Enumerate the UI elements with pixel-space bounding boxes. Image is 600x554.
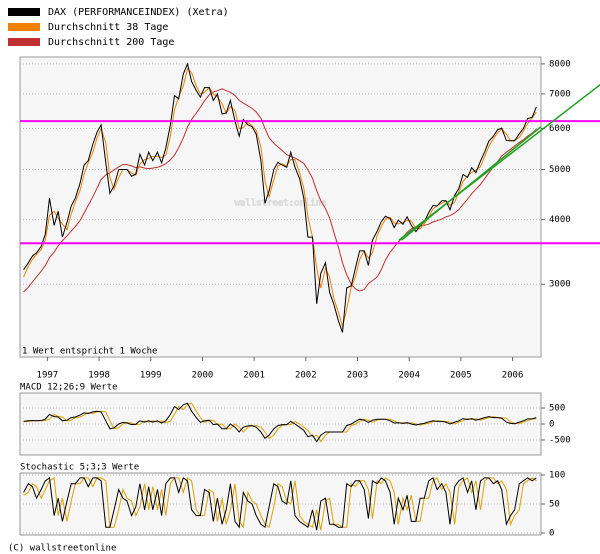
x-tick-label: 2002 bbox=[295, 371, 317, 381]
series-line bbox=[23, 477, 537, 531]
series-group bbox=[23, 62, 537, 333]
x-tick-label: 1999 bbox=[140, 371, 162, 381]
legend-swatch bbox=[8, 23, 40, 31]
trend-line bbox=[400, 126, 542, 241]
plot-area bbox=[19, 56, 542, 358]
legend-swatch bbox=[8, 8, 40, 16]
series-line bbox=[23, 402, 537, 443]
watermark: wallstreet:online bbox=[234, 199, 326, 209]
x-tick-label: 2004 bbox=[398, 371, 420, 381]
series-line bbox=[23, 477, 537, 531]
legend-swatch bbox=[8, 38, 40, 46]
legend-label: Durchschnitt 200 Tage bbox=[48, 37, 174, 48]
y-tick-label: 500 bbox=[549, 404, 565, 414]
y-tick-label: 0 bbox=[549, 529, 554, 539]
y-tick-label: 0 bbox=[549, 420, 554, 430]
series-group bbox=[23, 402, 537, 443]
y-tick-label: 3000 bbox=[549, 280, 571, 290]
footer: (C) wallstreetonline bbox=[8, 544, 116, 554]
series-line bbox=[23, 62, 537, 333]
x-tick-label: 2001 bbox=[243, 371, 265, 381]
panel-title: MACD 12;26;9 Werte bbox=[20, 383, 118, 393]
y-tick-label: 4000 bbox=[549, 215, 571, 225]
y-tick-label: 6000 bbox=[549, 124, 571, 134]
legend-label: Durchschnitt 38 Tage bbox=[48, 22, 168, 33]
series-line bbox=[23, 402, 537, 443]
x-tick-label: 2000 bbox=[192, 371, 214, 381]
x-tick-label: 2005 bbox=[450, 371, 472, 381]
annotation: 1 Wert entspricht 1 Woche bbox=[22, 347, 157, 357]
plot-area bbox=[19, 472, 542, 536]
x-tick-label: 1997 bbox=[37, 371, 59, 381]
x-tick-label: 1998 bbox=[88, 371, 110, 381]
y-tick-label: 50 bbox=[549, 500, 560, 510]
x-tick-label: 2006 bbox=[502, 371, 524, 381]
legend-label: DAX (PERFORMANCEINDEX) (Xetra) bbox=[48, 7, 229, 18]
series-line bbox=[23, 67, 537, 329]
y-tick-label: 100 bbox=[549, 470, 565, 480]
y-tick-label: 5000 bbox=[549, 165, 571, 175]
x-tick-label: 2003 bbox=[347, 371, 369, 381]
y-tick-label: 8000 bbox=[549, 59, 571, 69]
y-tick-label: 7000 bbox=[549, 89, 571, 99]
series-group bbox=[23, 477, 537, 531]
y-tick-label: -500 bbox=[549, 435, 571, 445]
panel-title: Stochastic 5;3;3 Werte bbox=[20, 463, 139, 473]
